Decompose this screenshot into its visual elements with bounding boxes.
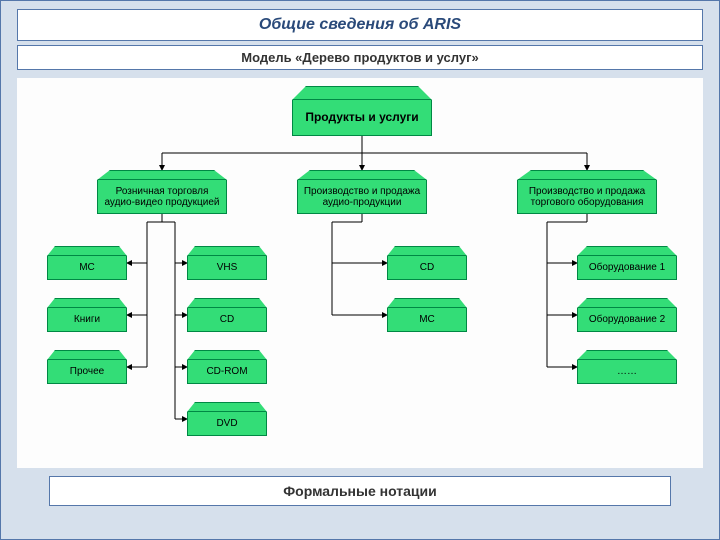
tree-node-label: DVD: [187, 412, 267, 436]
tree-node-label: CD: [187, 308, 267, 332]
tree-node: VHS: [187, 246, 267, 280]
tree-node: MC: [47, 246, 127, 280]
tree-node-label: Оборудование 2: [577, 308, 677, 332]
tree-node-label: Книги: [47, 308, 127, 332]
tree-node-label: VHS: [187, 256, 267, 280]
tree-node: Книги: [47, 298, 127, 332]
tree-node: Производство и продажа торгового оборудо…: [517, 170, 657, 214]
tree-node: CD-ROM: [187, 350, 267, 384]
tree-node: Оборудование 1: [577, 246, 677, 280]
tree-node-label: Оборудование 1: [577, 256, 677, 280]
tree-node-label: CD-ROM: [187, 360, 267, 384]
tree-node-label: Продукты и услуги: [292, 100, 432, 136]
tree-node-label: Прочее: [47, 360, 127, 384]
tree-node: Производство и продажа аудио-продукции: [297, 170, 427, 214]
tree-node-label: CD: [387, 256, 467, 280]
page-footer: Формальные нотации: [49, 476, 671, 506]
tree-node-label: MC: [47, 256, 127, 280]
tree-node-label: Розничная торговля аудио-видео продукцие…: [97, 180, 227, 214]
tree-node-label: MC: [387, 308, 467, 332]
tree-node: CD: [187, 298, 267, 332]
tree-node: CD: [387, 246, 467, 280]
tree-node-label: ……: [577, 360, 677, 384]
tree-node: MC: [387, 298, 467, 332]
tree-node-label: Производство и продажа аудио-продукции: [297, 180, 427, 214]
tree-node: Прочее: [47, 350, 127, 384]
tree-node-label: Производство и продажа торгового оборудо…: [517, 180, 657, 214]
diagram-canvas: Продукты и услуги Розничная торговля ауди…: [17, 78, 703, 468]
tree-node: Продукты и услуги: [292, 86, 432, 136]
page-title: Общие сведения об ARIS: [17, 9, 703, 41]
tree-node: DVD: [187, 402, 267, 436]
tree-node: Оборудование 2: [577, 298, 677, 332]
tree-node: Розничная торговля аудио-видео продукцие…: [97, 170, 227, 214]
tree-node: ……: [577, 350, 677, 384]
page-subtitle: Модель «Дерево продуктов и услуг»: [17, 45, 703, 70]
